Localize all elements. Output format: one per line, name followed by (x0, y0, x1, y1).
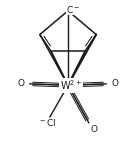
Text: O: O (111, 79, 118, 88)
Text: O: O (18, 79, 25, 88)
Text: $^-$Cl: $^-$Cl (38, 117, 56, 128)
Text: C$^-$: C$^-$ (66, 4, 81, 15)
Text: W$^{2+}$: W$^{2+}$ (60, 78, 82, 92)
Text: O: O (91, 125, 98, 134)
